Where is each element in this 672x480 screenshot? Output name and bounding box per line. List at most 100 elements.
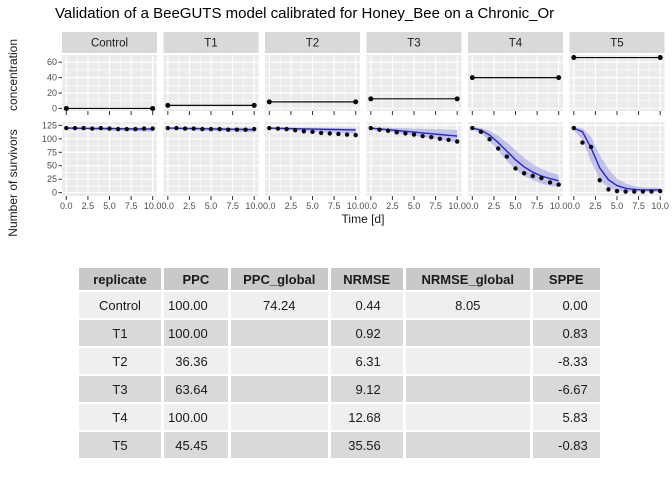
validation-table: replicate PPC PPC_global NRMSE NRMSE_global S… [76,266,603,460]
table-header-row: replicate PPC PPC_global NRMSE NRMSE_global S… [79,268,600,290]
facet-strip [569,32,665,53]
predicted-line [472,127,559,182]
observed-point [107,126,112,131]
observed-point [275,126,281,131]
validation-table-wrap: replicate PPC PPC_global NRMSE NRMSE_global S… [76,266,603,460]
table-cell: -6.67 [532,376,600,402]
table-row-T5: T5 45.45 35.56 -0.83 [79,432,600,458]
credible-ribbon [472,127,559,188]
facet-T4: T4 0.0 2.5 5.0 7.5 10.0 [466,32,567,211]
table-row-T2: T2 36.36 6.31 -8.33 [79,348,600,374]
observed-point [115,126,121,132]
table-cell [405,432,530,458]
observed-point [437,136,443,142]
x-tick-label: 10.0 [347,201,365,211]
observed-point [318,130,324,136]
table-cell [405,404,530,430]
observed-point [267,125,272,131]
concentration-point [556,75,562,81]
observed-point [217,126,222,132]
observed-point [649,189,654,194]
table-cell: T2 [79,348,161,374]
observed-point [182,126,188,131]
observed-point [368,125,374,131]
table-cell: 0.83 [532,320,600,346]
observed-point [191,126,196,131]
predicted-line [370,127,458,137]
observed-point [632,189,637,194]
concentration-point [469,75,475,81]
table-cell: 63.64 [164,376,228,402]
observed-point [200,126,205,132]
facet-T1: T1 0.0 2.5 5.0 7.5 10.0 [162,32,263,211]
table-cell: 100.00 [164,320,228,346]
observed-point [377,127,382,132]
x-tick-label: 7.5 [226,201,239,211]
observed-point [353,132,358,138]
table-cell: 9.12 [330,376,403,402]
facet-strip [366,32,462,53]
observed-point [547,180,553,185]
x-tick-label: 5.0 [509,201,522,211]
observed-point [470,125,475,131]
facet-strip [468,32,563,53]
table-row-T1: T1 100.00 0.92 0.83 [79,320,600,346]
observed-point [251,126,257,132]
concentration-point [454,96,460,102]
observed-point [234,127,240,132]
observed-point [420,133,425,139]
observed-point [385,128,391,133]
x-tick-label: 0.0 [263,201,276,211]
observed-point [174,125,179,131]
y-tick-label: 40 [47,73,57,83]
facet-T5: T5 0.0 2.5 5.0 7.5 10.0 [568,32,669,211]
table-cell [405,348,530,374]
x-tick-label: 2.5 [82,201,95,211]
x-tick-label: 7.5 [632,201,645,211]
table-cell: -8.33 [532,348,600,374]
observed-point [81,125,86,131]
observed-point [394,130,399,135]
credible-ribbon [573,127,661,193]
table-row-T3: T3 63.64 9.12 -6.67 [79,376,600,402]
x-tick-label: 0.0 [568,201,581,211]
observed-point [165,125,171,131]
observed-point [301,129,307,134]
observed-point [411,132,417,137]
observed-point [310,129,315,135]
concentration-point [150,105,156,111]
observed-point [98,125,104,131]
observed-point [64,125,69,131]
observed-point [208,126,214,132]
table-cell [230,404,328,430]
observed-point [336,131,341,137]
x-tick-label: 0.0 [162,201,175,211]
concentration-point [63,105,69,111]
facet-strip [62,32,157,53]
y-tick-label: 25 [47,174,57,184]
observed-point [293,128,298,133]
x-tick-label: 5.0 [103,201,116,211]
table-header-SPPE: SPPE [532,268,600,290]
observed-point [478,129,484,135]
concentration-point [266,99,272,105]
table-cell: 0.44 [330,292,403,318]
x-tick-label: 5.0 [306,201,319,211]
table-cell: 35.56 [330,432,403,458]
observed-point [571,125,577,131]
observed-point [243,127,248,132]
y-tick-label: 60 [47,57,57,67]
y-tick-label: 75 [47,147,57,157]
x-tick-label: 2.5 [488,201,501,211]
observed-point [530,173,535,179]
observed-point [133,126,138,132]
table-cell: -0.83 [532,432,600,458]
x-tick-label: 7.5 [125,201,138,211]
table-cell [230,320,328,346]
table-header-replicate: replicate [79,268,161,290]
x-tick-label: 2.5 [386,201,399,211]
observed-point [429,135,434,140]
x-tick-label: 5.0 [205,201,218,211]
observed-point [141,126,147,131]
